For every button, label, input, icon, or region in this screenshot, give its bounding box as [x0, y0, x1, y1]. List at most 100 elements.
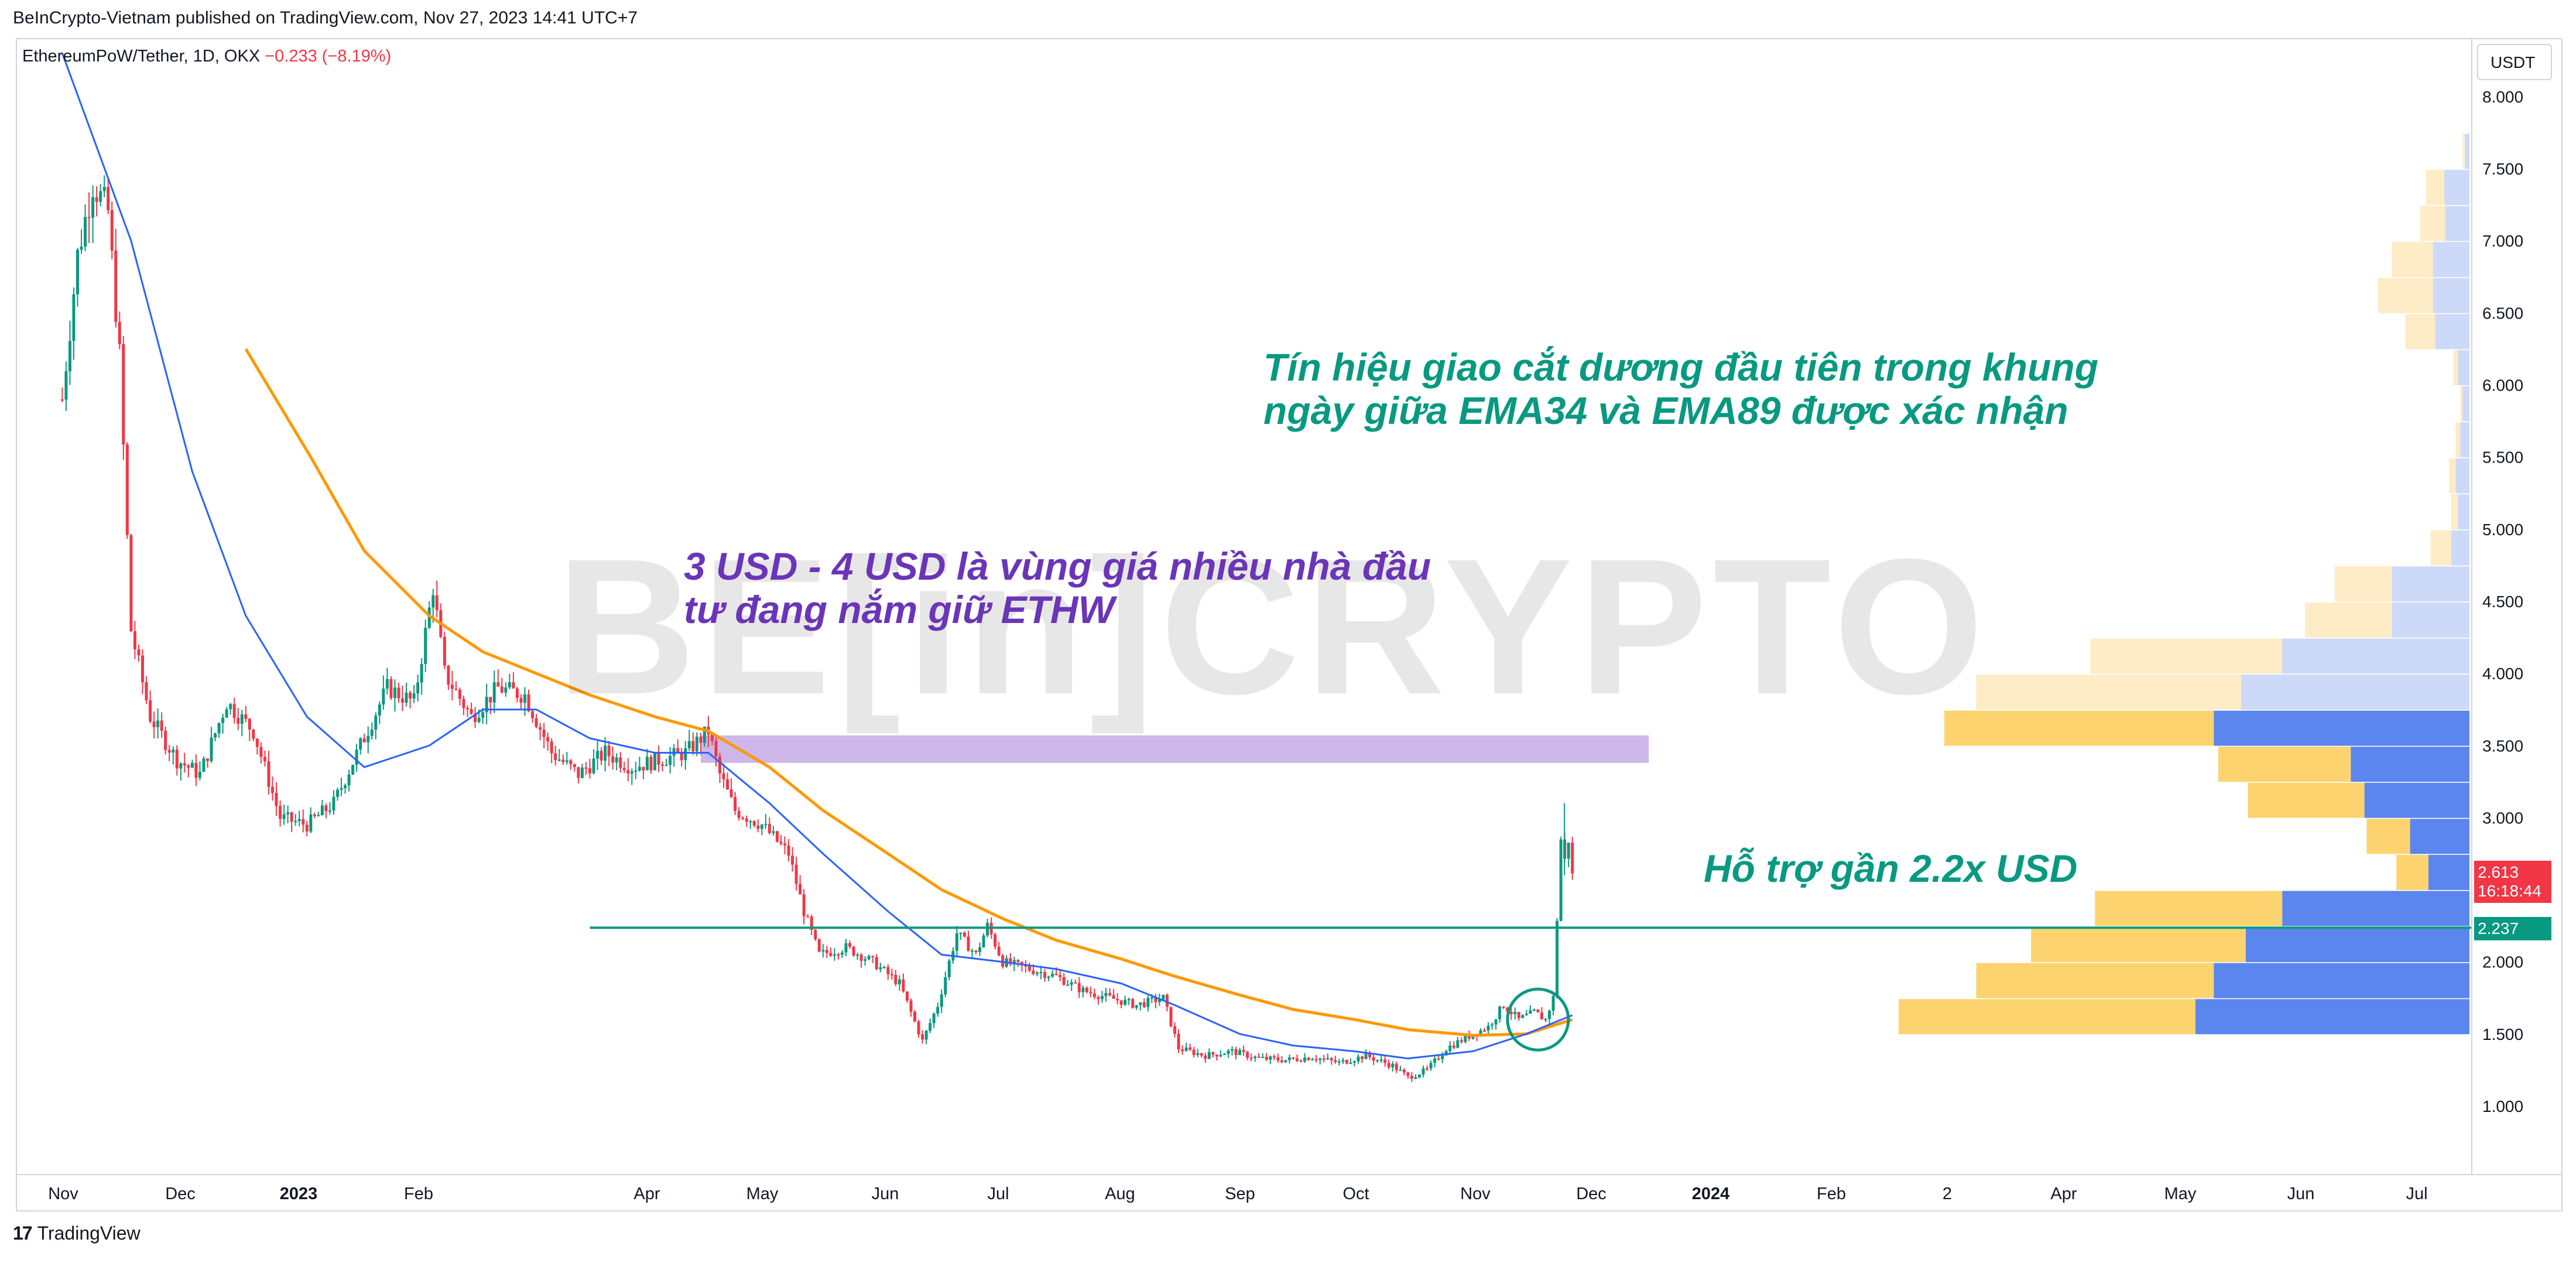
candle-body	[600, 751, 603, 761]
candle-body	[397, 687, 400, 699]
x-tick-label: 2	[1943, 1185, 1952, 1203]
candle-body	[1551, 996, 1555, 1011]
candle-body	[622, 768, 626, 771]
candle-body	[929, 1023, 932, 1031]
candle-body	[1517, 1012, 1520, 1018]
candle-body	[145, 682, 148, 701]
candle-body	[546, 737, 550, 742]
volume-profile-down-bar	[1944, 710, 2214, 746]
candle-body	[859, 954, 863, 961]
candle-body	[1548, 1011, 1551, 1019]
symbol-info[interactable]: EthereumPoW/Tether, 1D, OKX −0.233 (−8.1…	[22, 47, 391, 66]
candle-body	[263, 757, 266, 762]
y-tick-label: 2.000	[2482, 953, 2523, 971]
volume-profile-down-bar	[1976, 675, 2241, 710]
candle-body	[577, 766, 580, 778]
candle-body	[102, 187, 106, 191]
candle-body	[1211, 1052, 1215, 1055]
candle-body	[1444, 1051, 1448, 1056]
candle-body	[1085, 987, 1088, 992]
candle-body	[1296, 1058, 1299, 1061]
candle-body	[978, 947, 982, 952]
last-price: 2.613	[2478, 863, 2519, 881]
candle-body	[412, 693, 416, 699]
candle-body	[684, 748, 687, 761]
candle-body	[206, 758, 209, 761]
candle-body	[573, 764, 576, 767]
footer[interactable]: 17 TradingView	[13, 1223, 141, 1244]
candle-body	[447, 665, 450, 685]
candle-body	[1479, 1030, 1482, 1036]
volume-profile-up-bar	[2433, 278, 2469, 313]
candle-body	[821, 950, 825, 952]
ema89-line	[244, 348, 1573, 1037]
candle-body	[496, 682, 500, 687]
candle-body	[1150, 997, 1153, 999]
candle-body	[806, 916, 810, 918]
candle-body	[699, 737, 703, 743]
candle-body	[1016, 960, 1020, 962]
candle-body	[1486, 1025, 1490, 1031]
candle-body	[366, 735, 370, 742]
candle-body	[355, 749, 358, 765]
candle-body	[1402, 1069, 1406, 1073]
y-tick-label: 5.500	[2482, 449, 2523, 467]
candle-body	[1249, 1057, 1253, 1059]
symbol-change: −0.233 (−8.19%)	[265, 47, 392, 66]
candle-body	[810, 916, 813, 930]
candle-body	[1112, 995, 1115, 999]
candle-body	[833, 954, 836, 956]
candle-body	[1032, 970, 1035, 974]
candle-body	[1334, 1060, 1337, 1063]
candle-body	[917, 1021, 920, 1035]
candle-body	[772, 831, 775, 833]
candle-body	[91, 197, 95, 218]
candle-body	[898, 979, 901, 984]
candle-body	[1104, 992, 1108, 997]
x-tick-label: Jul	[2406, 1185, 2427, 1203]
volume-profile-up-bar	[2444, 170, 2469, 206]
volume-profile-up-bar	[2245, 927, 2469, 963]
candle-body	[569, 760, 573, 765]
candle-body	[1356, 1056, 1360, 1062]
candle-body	[431, 595, 435, 608]
volume-profile-up-bar	[2351, 747, 2469, 782]
candle-body	[1421, 1068, 1425, 1075]
support-price-tag: 2.237	[2474, 917, 2551, 940]
candle-body	[424, 628, 427, 664]
volume-profile-up-bar	[2214, 963, 2469, 998]
x-tick-label: Aug	[1105, 1185, 1135, 1203]
candle-body	[294, 821, 297, 823]
candle-body	[114, 250, 118, 322]
candle-body	[1219, 1055, 1222, 1057]
candle-body	[107, 187, 110, 211]
candle-body	[661, 764, 664, 766]
x-tick-label: Nov	[48, 1185, 78, 1203]
candle-body	[531, 711, 535, 718]
candle-body	[1284, 1060, 1287, 1063]
candle-body	[791, 855, 794, 865]
candle-body	[1066, 984, 1070, 986]
candle-body	[584, 767, 588, 769]
candle-body	[657, 752, 660, 765]
candle-body	[1253, 1056, 1257, 1058]
candle-body	[336, 789, 340, 797]
candle-body	[653, 752, 657, 771]
candle-body	[1234, 1049, 1238, 1055]
candle-body	[967, 936, 970, 951]
candle-body	[1027, 966, 1031, 971]
candle-body	[737, 810, 741, 818]
candle-body	[645, 757, 649, 771]
candle-body	[1292, 1057, 1295, 1059]
candle-body	[137, 649, 141, 656]
candle-body	[550, 741, 553, 754]
candle-body	[259, 747, 263, 757]
candle-body	[565, 760, 568, 762]
y-tick-label: 7.000	[2482, 232, 2523, 250]
volume-profile-up-bar	[2455, 458, 2469, 494]
candle-body	[110, 210, 114, 251]
candle-body	[60, 399, 64, 401]
y-tick-label: 1.000	[2482, 1097, 2523, 1115]
candle-body	[1311, 1059, 1314, 1060]
